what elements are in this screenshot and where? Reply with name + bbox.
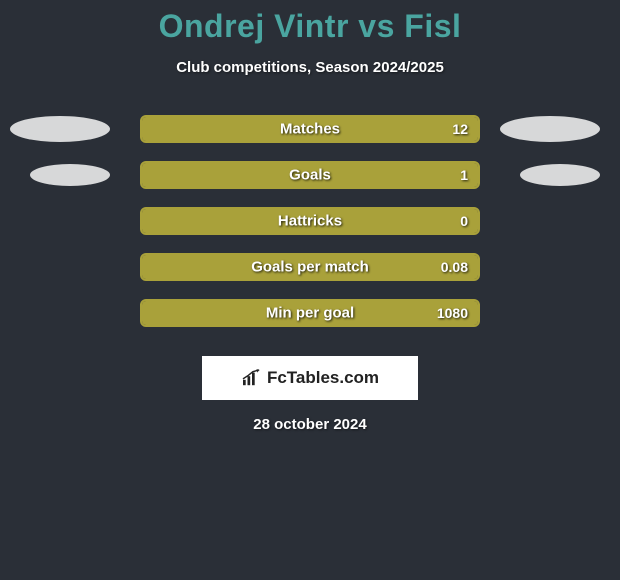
player-avatar-right (500, 116, 600, 142)
player-avatar-left (10, 116, 110, 142)
bar-fill (142, 301, 478, 325)
player-avatar-right (520, 164, 600, 186)
page-title: Ondrej Vintr vs Fisl (0, 8, 620, 45)
bar-track: Goals 1 (140, 161, 480, 189)
bar-fill (142, 163, 478, 187)
stat-row: Min per goal 1080 (0, 290, 620, 336)
stat-row: Goals 1 (0, 152, 620, 198)
bar-fill (142, 209, 478, 233)
bar-track: Hattricks 0 (140, 207, 480, 235)
stat-row: Matches 12 (0, 106, 620, 152)
bar-track: Min per goal 1080 (140, 299, 480, 327)
page-subtitle: Club competitions, Season 2024/2025 (0, 59, 620, 76)
bar-track: Matches 12 (140, 115, 480, 143)
player-avatar-left (30, 164, 110, 186)
bar-fill (142, 117, 478, 141)
brand-text: FcTables.com (267, 368, 379, 388)
stats-comparison-card: Ondrej Vintr vs Fisl Club competitions, … (0, 0, 620, 433)
brand-badge[interactable]: FcTables.com (202, 356, 418, 400)
bars-region: Matches 12 Goals 1 Hattricks 0 (0, 106, 620, 336)
date-text: 28 october 2024 (0, 416, 620, 433)
bar-fill (142, 255, 478, 279)
stat-row: Hattricks 0 (0, 198, 620, 244)
bar-track: Goals per match 0.08 (140, 253, 480, 281)
stat-row: Goals per match 0.08 (0, 244, 620, 290)
chart-icon (241, 369, 263, 387)
